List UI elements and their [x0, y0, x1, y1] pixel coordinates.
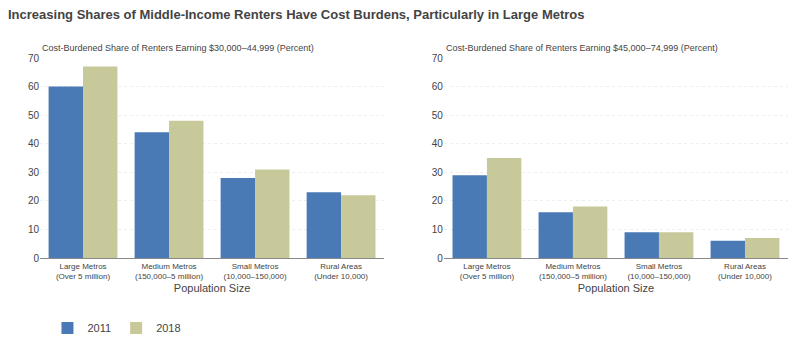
svg-text:Population Size: Population Size [174, 282, 250, 294]
svg-text:40: 40 [432, 138, 444, 149]
svg-text:30: 30 [28, 167, 40, 178]
svg-text:Medium Metros(150,000–5 millio: Medium Metros(150,000–5 million) [539, 262, 607, 281]
svg-text:70: 70 [432, 53, 444, 64]
svg-text:50: 50 [28, 110, 40, 121]
svg-text:Cost-Burdened Share of Renters: Cost-Burdened Share of Renters Earning $… [446, 43, 718, 53]
svg-text:2011: 2011 [87, 322, 111, 334]
svg-text:Rural Areas(Under 10,000): Rural Areas(Under 10,000) [718, 262, 772, 281]
svg-text:Cost-Burdened Share of Renters: Cost-Burdened Share of Renters Earning $… [42, 43, 314, 53]
svg-text:2018: 2018 [156, 322, 180, 334]
svg-text:Small Metros(10,000–150,000): Small Metros(10,000–150,000) [223, 262, 286, 281]
svg-text:50: 50 [432, 110, 444, 121]
svg-text:0: 0 [437, 253, 443, 264]
svg-text:0: 0 [33, 253, 39, 264]
svg-text:30: 30 [432, 167, 444, 178]
svg-text:10: 10 [28, 224, 40, 235]
svg-text:60: 60 [432, 81, 444, 92]
svg-text:20: 20 [432, 195, 444, 206]
svg-text:Small Metros(10,000–150,000): Small Metros(10,000–150,000) [627, 262, 691, 281]
svg-text:Large Metros(Over 5 million): Large Metros(Over 5 million) [460, 262, 515, 281]
svg-text:Rural Areas(Under 10,000): Rural Areas(Under 10,000) [314, 262, 368, 281]
svg-text:60: 60 [28, 81, 40, 92]
svg-text:Population Size: Population Size [578, 282, 654, 294]
svg-text:70: 70 [28, 53, 40, 64]
svg-text:20: 20 [28, 195, 40, 206]
svg-text:40: 40 [28, 138, 40, 149]
svg-text:Increasing Shares of Middle-In: Increasing Shares of Middle-Income Rente… [8, 7, 585, 22]
svg-text:Medium Metros(150,000–5 millio: Medium Metros(150,000–5 million) [135, 262, 203, 281]
svg-text:10: 10 [432, 224, 444, 235]
svg-text:Large Metros(Over 5 million): Large Metros(Over 5 million) [56, 262, 111, 281]
